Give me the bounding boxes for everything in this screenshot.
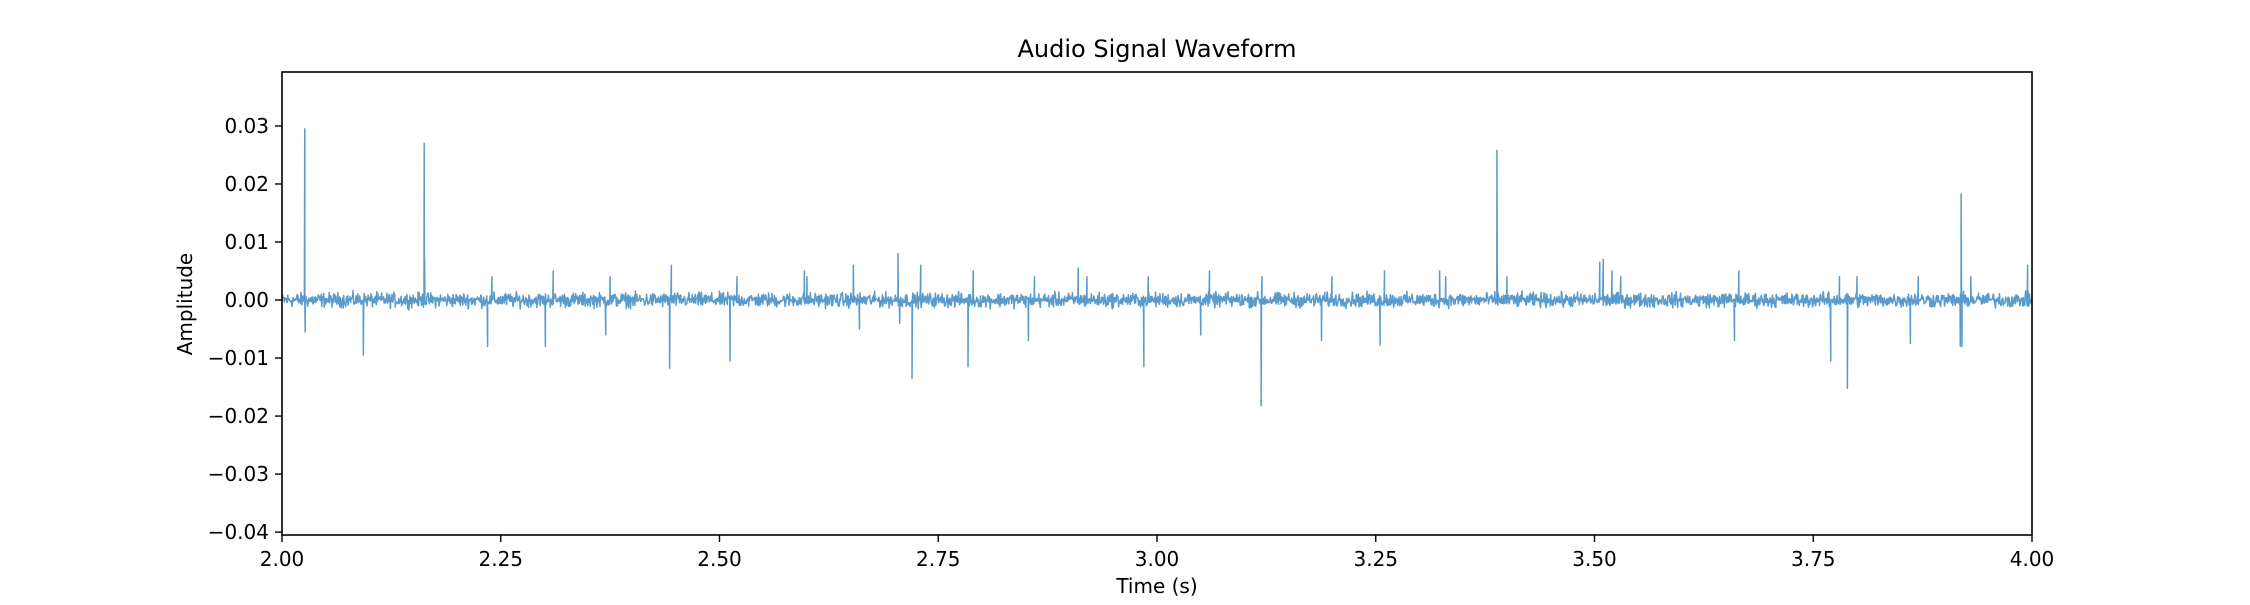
y-tick-label: −0.03: [208, 462, 269, 486]
x-tick-label: 2.75: [916, 547, 961, 571]
y-tick-label: −0.01: [208, 346, 269, 370]
y-tick-label: 0.03: [224, 114, 269, 138]
plot-layer: [282, 128, 2032, 407]
x-tick-label: 3.50: [1572, 547, 1617, 571]
y-tick-label: 0.02: [224, 172, 269, 196]
x-tick-label: 3.00: [1135, 547, 1180, 571]
y-tick-label: −0.02: [208, 404, 269, 428]
x-tick-label: 2.00: [260, 547, 305, 571]
y-tick-label: −0.04: [208, 520, 269, 544]
x-tick-label: 3.25: [1353, 547, 1398, 571]
waveform-series-line: [282, 128, 2032, 407]
y-axis-ticks: 0.03 0.02 0.01 0.00 −0.01 −0.02 −0.03 −0.04: [208, 114, 282, 544]
x-tick-label: 4.00: [2010, 547, 2055, 571]
y-tick-label: 0.00: [224, 288, 269, 312]
x-tick-label: 2.25: [478, 547, 523, 571]
x-axis-ticks: 2.00 2.25 2.50 2.75 3.00 3.25 3.50 3.75 4.00: [260, 535, 2055, 571]
chart-title: Audio Signal Waveform: [1017, 35, 1296, 63]
x-tick-label: 2.50: [697, 547, 742, 571]
x-axis-label: Time (s): [1115, 574, 1197, 598]
y-axis-label: Amplitude: [173, 253, 197, 356]
y-tick-label: 0.01: [224, 230, 269, 254]
x-tick-label: 3.75: [1791, 547, 1836, 571]
